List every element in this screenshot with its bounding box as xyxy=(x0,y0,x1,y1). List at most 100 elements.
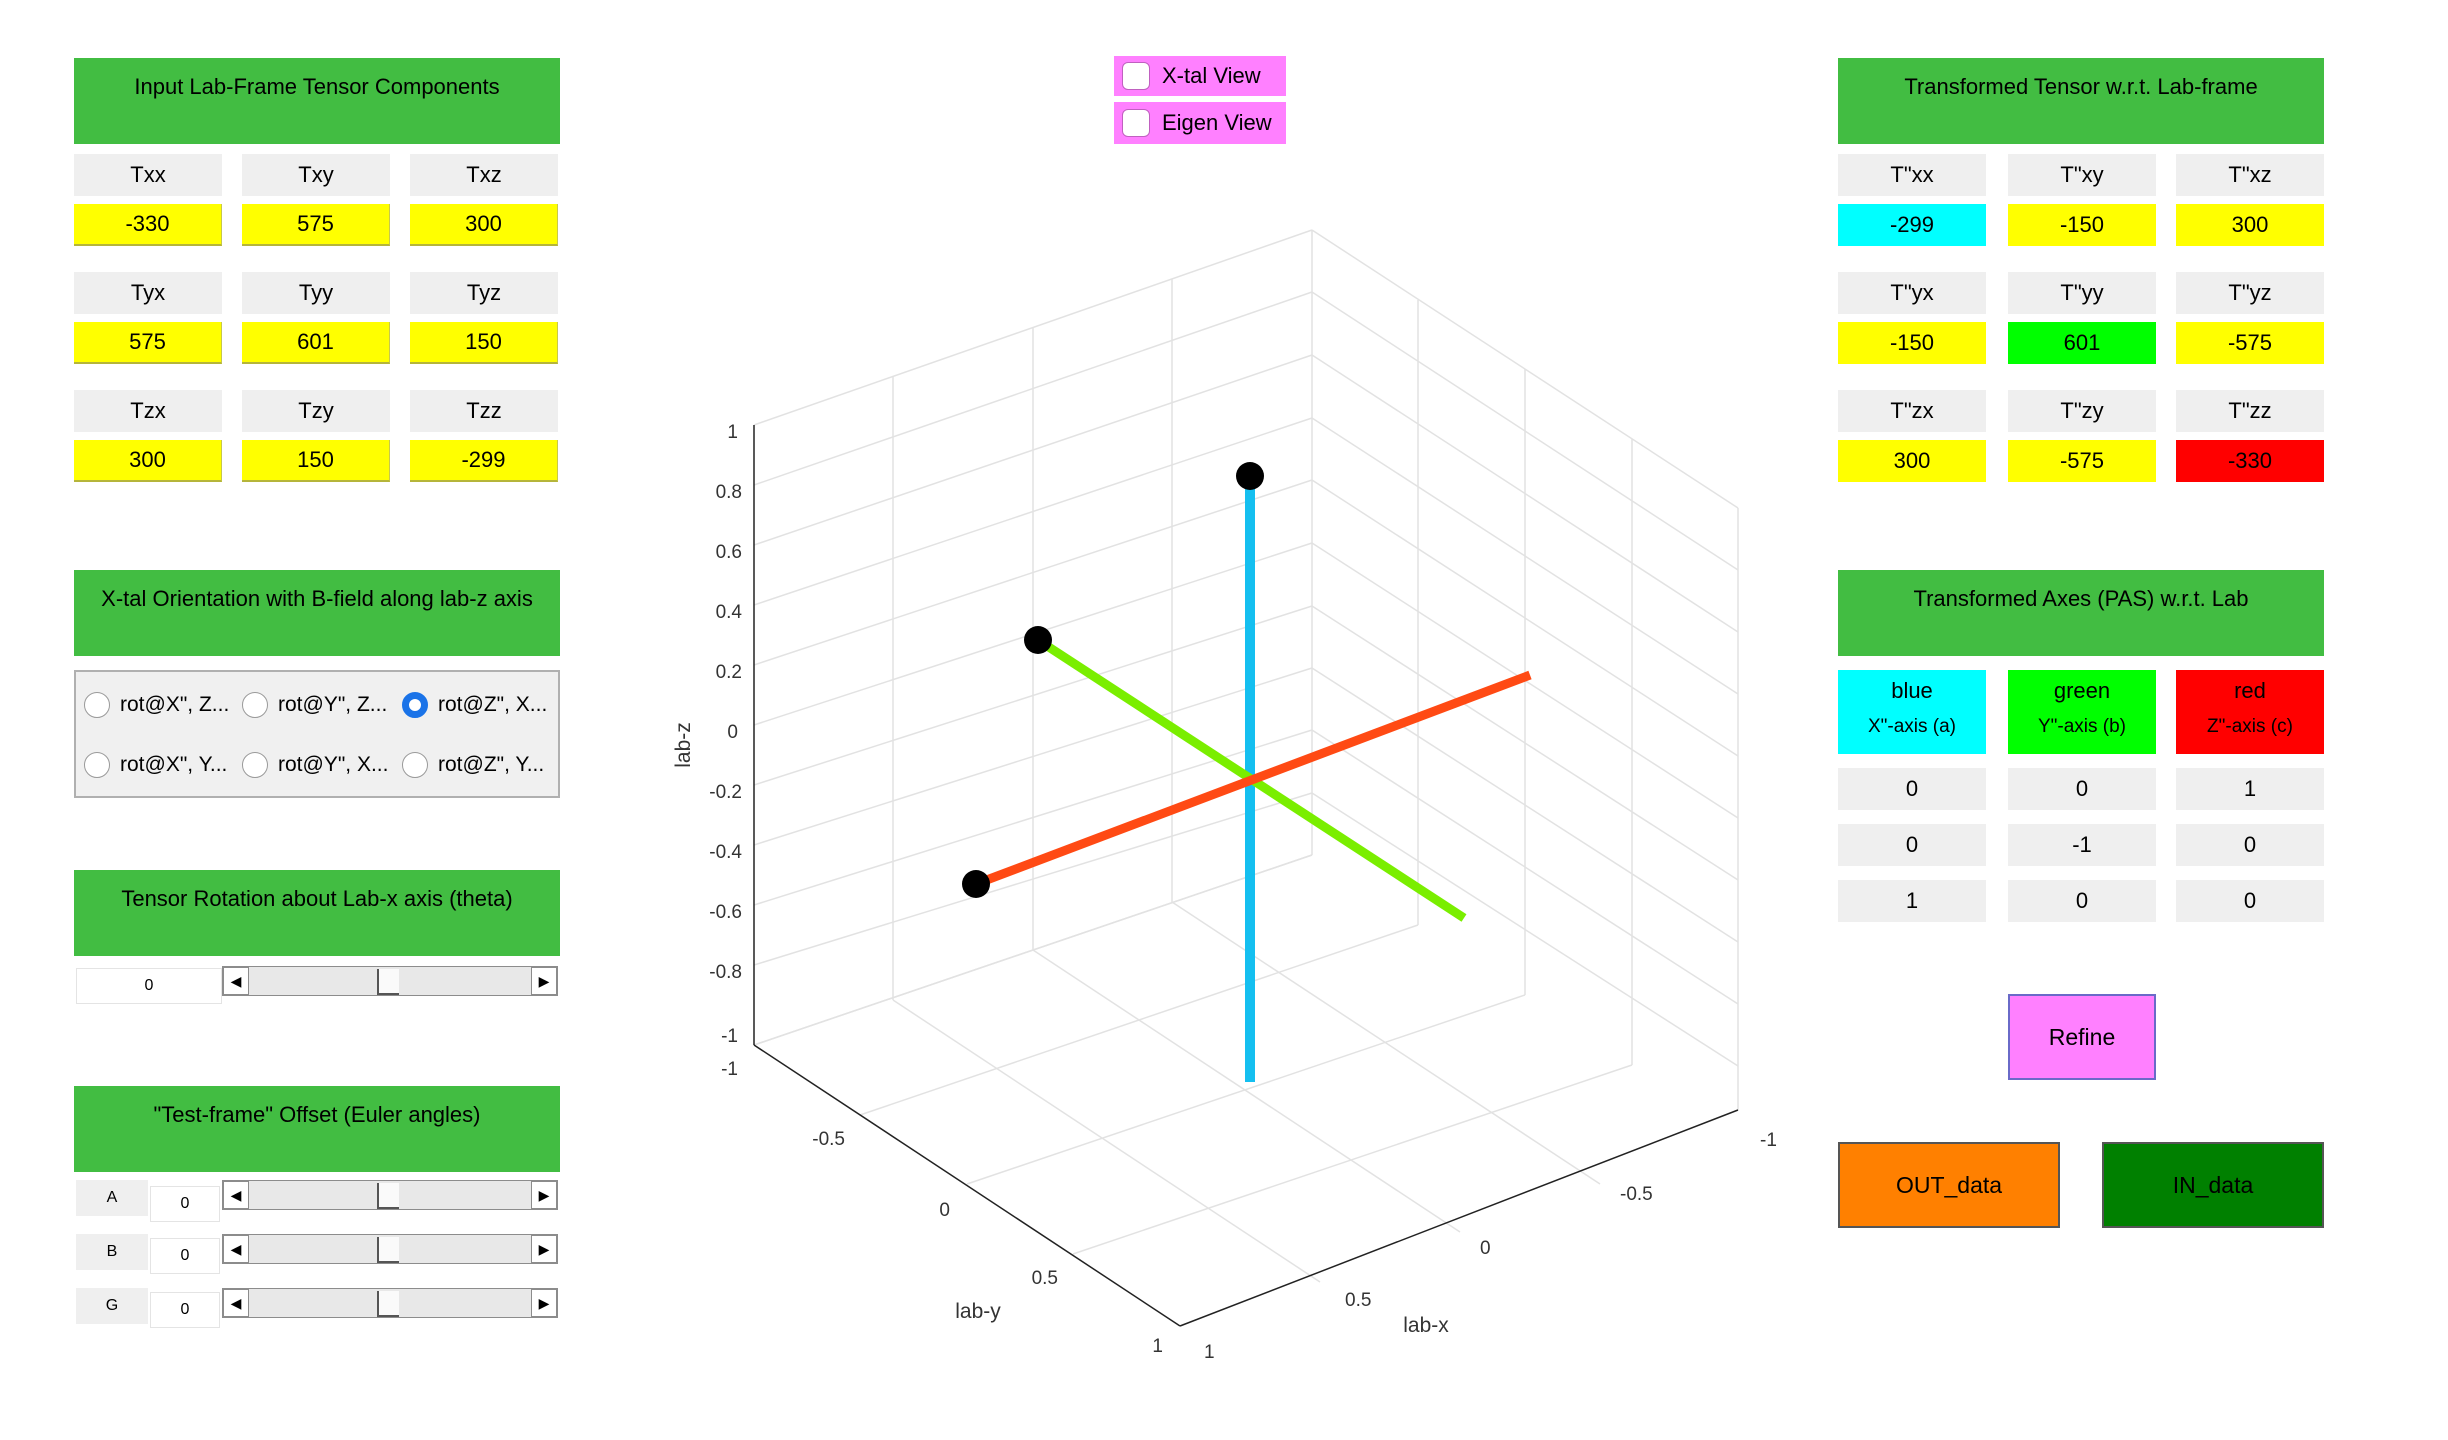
checkbox-box[interactable] xyxy=(1122,109,1150,137)
euler-g-value[interactable]: 0 xyxy=(150,1292,220,1328)
euler-b-value[interactable]: 0 xyxy=(150,1238,220,1274)
plot-grid xyxy=(753,229,1739,1283)
label-t-xy: T"xy xyxy=(2008,154,2156,196)
value-t-zx: 300 xyxy=(1838,440,1986,482)
axes-cell: 0 xyxy=(2008,880,2156,922)
radio-rot-y-x[interactable]: rot@Y", X... xyxy=(242,752,388,778)
radio-rot-x-y[interactable]: rot@X", Y... xyxy=(84,752,227,778)
slider-right-arrow-icon[interactable]: ▶ xyxy=(531,1289,557,1317)
out-data-button[interactable]: OUT_data xyxy=(1838,1142,2060,1228)
transformed-tensor-header: Transformed Tensor w.r.t. Lab-frame xyxy=(1838,58,2324,144)
slider-thumb[interactable] xyxy=(377,1291,399,1317)
input-txy[interactable]: 575 xyxy=(242,204,390,246)
grid-line xyxy=(753,229,1313,426)
input-tzz[interactable]: -299 xyxy=(410,440,558,482)
red-axis-endpoint xyxy=(962,870,990,898)
radio-label: rot@Y", X... xyxy=(278,753,389,776)
radio-label: rot@Z", Y... xyxy=(438,753,545,776)
radio-rot-y-z[interactable]: rot@Y", Z... xyxy=(242,692,387,718)
input-tyx[interactable]: 575 xyxy=(74,322,222,364)
green-axis-endpoint xyxy=(1024,626,1052,654)
axes-cell: -1 xyxy=(2008,824,2156,866)
offset-header: "Test-frame" Offset (Euler angles) xyxy=(74,1086,560,1172)
y-axis-label: lab-y xyxy=(955,1300,1001,1323)
x-tick: 0.5 xyxy=(1345,1290,1371,1311)
x-tick: 1 xyxy=(1204,1342,1215,1363)
value-t-xz: 300 xyxy=(2176,204,2324,246)
z-tick-labels: 1 0.8 0.6 0.4 0.2 0 -0.2 -0.4 -0.6 -0.8 … xyxy=(709,422,742,1047)
transformed-axes-header: Transformed Axes (PAS) w.r.t. Lab xyxy=(1838,570,2324,656)
x-tick: -0.5 xyxy=(1620,1184,1653,1205)
euler-a-label: A xyxy=(76,1180,148,1216)
axes-cell: 0 xyxy=(2008,768,2156,810)
refine-button[interactable]: Refine xyxy=(2008,994,2156,1080)
value-t-zz: -330 xyxy=(2176,440,2324,482)
input-tyz[interactable]: 150 xyxy=(410,322,558,364)
y-tick: 1 xyxy=(1152,1336,1163,1357)
slider-right-arrow-icon[interactable]: ▶ xyxy=(531,1181,557,1209)
slider-left-arrow-icon[interactable]: ◀ xyxy=(223,967,249,995)
label-t-xx: T"xx xyxy=(1838,154,1986,196)
slider-right-arrow-icon[interactable]: ▶ xyxy=(531,967,557,995)
slider-thumb[interactable] xyxy=(377,1237,399,1263)
grid-line xyxy=(966,994,1526,1185)
z-tick: 1 xyxy=(727,422,738,443)
input-tyy[interactable]: 601 xyxy=(242,322,390,364)
euler-a-slider[interactable]: ◀ ▶ xyxy=(222,1180,558,1210)
y-tick: 0 xyxy=(939,1200,950,1221)
principal-axes xyxy=(962,462,1532,1082)
radio-rot-z-x[interactable]: rot@Z", X... xyxy=(402,692,547,718)
axis-header-red: red Z"-axis (c) xyxy=(2176,670,2324,754)
z-tick: -0.6 xyxy=(709,902,742,923)
slider-thumb[interactable] xyxy=(377,969,399,995)
input-txz[interactable]: 300 xyxy=(410,204,558,246)
eigen-view-label: Eigen View xyxy=(1162,110,1272,135)
radio-rot-x-z[interactable]: rot@X", Z... xyxy=(84,692,229,718)
z-tick: 0 xyxy=(727,722,738,743)
axis-color-label: red xyxy=(2234,678,2266,703)
euler-g-slider[interactable]: ◀ ▶ xyxy=(222,1288,558,1318)
euler-b-slider[interactable]: ◀ ▶ xyxy=(222,1234,558,1264)
rotation-title: Tensor Rotation about Lab-x axis (theta) xyxy=(121,886,513,911)
euler-a-value[interactable]: 0 xyxy=(150,1186,220,1222)
theta-slider[interactable]: ◀ ▶ xyxy=(222,966,558,996)
label-tyx: Tyx xyxy=(74,272,222,314)
axes-cell: 0 xyxy=(1838,768,1986,810)
eigen-view-checkbox[interactable]: Eigen View xyxy=(1114,102,1286,144)
orientation-radio-group: rot@X", Z... rot@Y", Z... rot@Z", X... r… xyxy=(74,670,560,798)
radio-circle xyxy=(402,752,428,778)
radio-label: rot@X", Z... xyxy=(120,693,230,716)
label-tyz: Tyz xyxy=(410,272,558,314)
plot-axes-lines xyxy=(753,425,1739,1327)
slider-thumb[interactable] xyxy=(377,1183,399,1209)
x-tick: 0 xyxy=(1480,1238,1491,1259)
euler-g-label: G xyxy=(76,1288,148,1324)
input-tzx[interactable]: 300 xyxy=(74,440,222,482)
value-t-zy: -575 xyxy=(2008,440,2156,482)
z-tick: -0.4 xyxy=(709,842,742,863)
label-txz: Txz xyxy=(410,154,558,196)
rotation-header: Tensor Rotation about Lab-x axis (theta) xyxy=(74,870,560,956)
slider-right-arrow-icon[interactable]: ▶ xyxy=(531,1235,557,1263)
radio-circle xyxy=(242,692,268,718)
input-tzy[interactable]: 150 xyxy=(242,440,390,482)
slider-left-arrow-icon[interactable]: ◀ xyxy=(223,1181,249,1209)
input-txx[interactable]: -330 xyxy=(74,204,222,246)
z-tick: 0.4 xyxy=(716,602,743,623)
grid-line xyxy=(892,999,1321,1283)
offset-title: "Test-frame" Offset (Euler angles) xyxy=(153,1102,481,1127)
checkbox-box[interactable] xyxy=(1122,62,1150,90)
radio-circle-selected xyxy=(402,692,428,718)
theta-value-field[interactable]: 0 xyxy=(76,968,222,1004)
x-tick: -1 xyxy=(1760,1130,1777,1151)
slider-left-arrow-icon[interactable]: ◀ xyxy=(223,1235,249,1263)
y-tick: 0.5 xyxy=(1032,1268,1058,1289)
xtal-view-checkbox[interactable]: X-tal View xyxy=(1114,56,1286,96)
label-t-zz: T"zz xyxy=(2176,390,2324,432)
slider-left-arrow-icon[interactable]: ◀ xyxy=(223,1289,249,1317)
red-axis-line xyxy=(974,670,1532,889)
in-data-button[interactable]: IN_data xyxy=(2102,1142,2324,1228)
radio-label: rot@Y", Z... xyxy=(278,693,388,716)
radio-rot-z-y[interactable]: rot@Z", Y... xyxy=(402,752,544,778)
